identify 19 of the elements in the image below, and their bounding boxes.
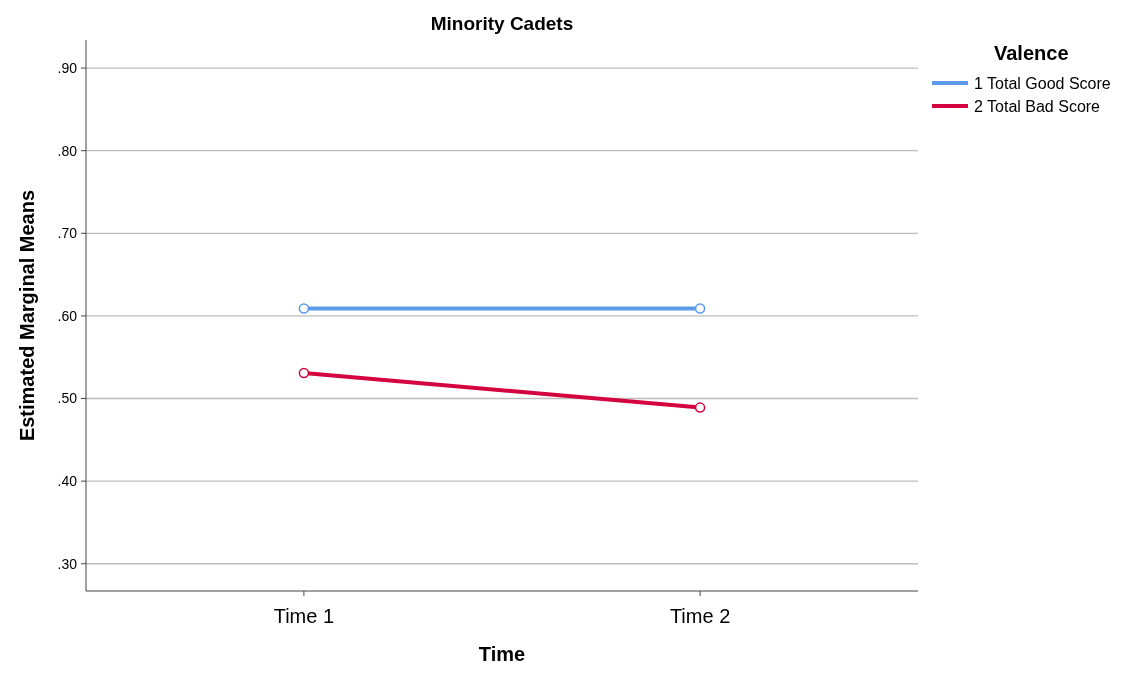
y-tick-label: .60 [57, 307, 78, 324]
point [298, 303, 310, 314]
y-tick-label: .70 [57, 225, 78, 242]
x-axis-title: Time [478, 643, 526, 665]
y-axis-title: Estimated Marginal Means [16, 189, 38, 442]
x-tick-label: Time 2 [669, 605, 731, 627]
chart-title: Minority Cadets [430, 13, 574, 34]
legend-label: 2 Total Bad Score [974, 97, 1101, 115]
y-tick-label: .30 [57, 555, 78, 572]
point [298, 367, 310, 379]
y-tick-label: .90 [57, 59, 78, 76]
legend-title: Valence [994, 42, 1069, 64]
point [694, 402, 706, 413]
point [694, 303, 706, 314]
y-tick-label: .50 [57, 390, 78, 407]
x-tick-label: Time 1 [273, 605, 335, 627]
y-tick-label: .80 [57, 142, 78, 159]
y-tick-label: .40 [57, 473, 78, 490]
legend-label: 1 Total Good Score [974, 74, 1111, 92]
